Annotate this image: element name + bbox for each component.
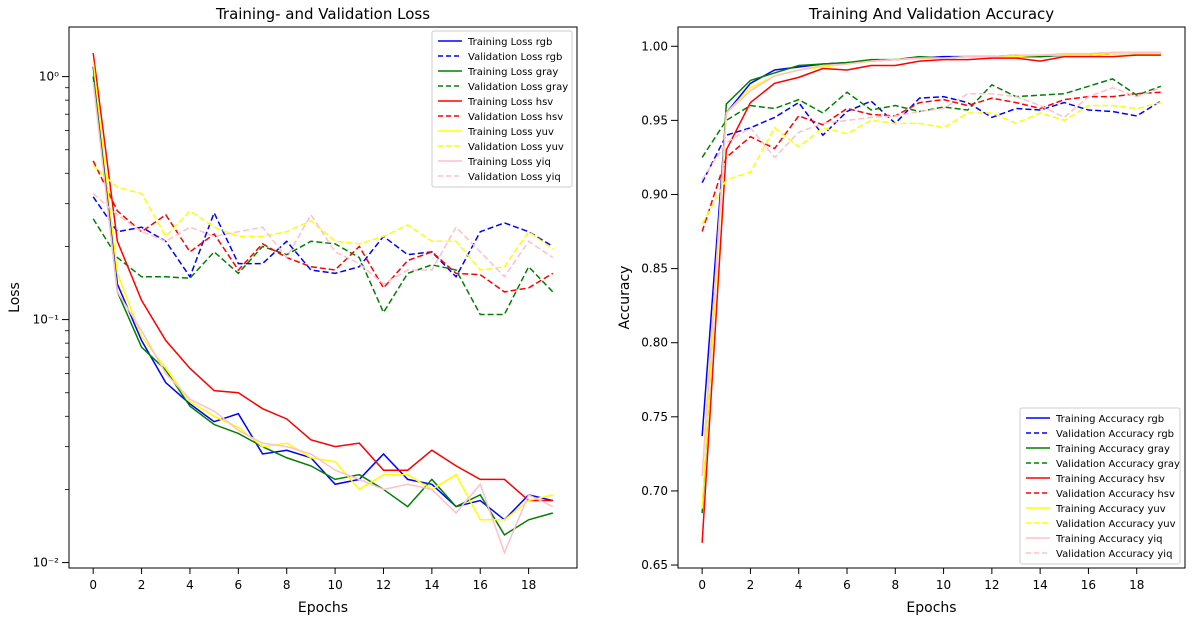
x-tick-label: 0 [698, 578, 706, 592]
series-line-training-accuracy-rgb [701, 52, 1161, 437]
chart-panel-2: Training And Validation Accuracy 0 2 4 6 8 10 1… [617, 5, 1186, 616]
legend-entry: Training Accuracy hsv [1055, 474, 1165, 485]
series-line-validation-accuracy-yiq [701, 86, 1162, 181]
legend: Training Accuracy rgb Validation Accuracy… [1019, 407, 1181, 565]
x-tick-label: 12 [376, 578, 391, 592]
x-tick-label: 2 [138, 578, 146, 592]
series-line-validation-accuracy-yuv [701, 101, 1162, 225]
y-axis-label: Loss [7, 282, 23, 313]
x-tick-label: 8 [283, 578, 291, 592]
x-tick-label: 8 [891, 578, 899, 592]
series-line-validation-accuracy-rgb [701, 95, 1162, 183]
legend-entry: Validation Accuracy yiq [1056, 549, 1172, 560]
series-line-training-loss-hsv [92, 52, 553, 502]
legend-entry: Training Loss yuv [467, 127, 554, 138]
x-tick-label: 6 [235, 578, 243, 592]
x-tick-label: 18 [521, 578, 536, 592]
chart-panel-1: Training- and Validation Loss 0 2 4 6 8 10 12 14… [7, 5, 578, 616]
legend-entry: Training Accuracy gray [1055, 444, 1170, 455]
x-tick-label: 16 [1081, 578, 1096, 592]
y-tick-label: 10⁻² [33, 556, 60, 570]
x-tick-label: 18 [1129, 578, 1144, 592]
series-line-training-loss-yiq [92, 81, 554, 555]
series-line-validation-accuracy-hsv [701, 91, 1161, 232]
legend-entry: Validation Accuracy hsv [1056, 489, 1175, 500]
legend-entry: Training Loss hsv [467, 97, 553, 108]
legend-entry: Training Loss yiq [467, 157, 551, 168]
y-tick-label: 0.85 [641, 262, 668, 276]
legend-entry: Training Accuracy yuv [1055, 504, 1166, 515]
legend-entry: Validation Accuracy yuv [1056, 519, 1176, 530]
x-tick-label: 4 [795, 578, 803, 592]
legend-entry: Validation Loss gray [468, 82, 568, 93]
x-tick-label: 10 [936, 578, 951, 592]
chart-title: Training- and Validation Loss [215, 5, 430, 23]
series-line-validation-loss-hsv [92, 160, 554, 293]
y-tick-label: 0.90 [641, 187, 668, 201]
legend-entry: Validation Loss hsv [468, 112, 563, 123]
legend-box [431, 30, 573, 188]
series-line-training-loss-gray [92, 76, 554, 536]
series-line-training-loss-yuv [92, 61, 553, 521]
series-line-training-accuracy-yiq [701, 51, 1161, 477]
series-line-validation-loss-gray [92, 218, 554, 316]
x-axis-label: Epochs [298, 600, 348, 616]
legend: Training Loss rgb Validation Loss rgb Trai… [431, 30, 573, 188]
series-line-training-loss-rgb [92, 66, 553, 521]
legend-entry: Training Accuracy rgb [1055, 414, 1164, 425]
x-tick-label: 6 [843, 578, 851, 592]
y-tick-label: 0.80 [641, 336, 668, 350]
series-line-training-accuracy-hsv [701, 54, 1161, 543]
x-tick-label: 2 [747, 578, 755, 592]
x-tick-label: 16 [473, 578, 488, 592]
plot-frame [68, 26, 578, 569]
chart-title: Training And Validation Accuracy [808, 5, 1054, 23]
y-tick-label: 10⁰ [39, 70, 59, 84]
x-tick-label: 14 [1033, 578, 1048, 592]
x-tick-label: 0 [89, 578, 97, 592]
legend-entry: Validation Loss rgb [468, 52, 562, 63]
y-tick-label: 0.65 [641, 558, 668, 572]
x-tick-label: 10 [327, 578, 342, 592]
legend-entry: Validation Loss yuv [468, 142, 564, 153]
legend-entry: Validation Loss yiq [468, 172, 561, 183]
legend-box [1019, 407, 1181, 565]
series-line-validation-loss-rgb [92, 196, 554, 279]
y-axis-label: Accuracy [617, 266, 633, 330]
y-tick-label: 10⁻¹ [33, 313, 60, 327]
y-tick-label: 1.00 [641, 39, 668, 53]
x-tick-label: 4 [186, 578, 194, 592]
y-tick-label: 0.75 [641, 410, 668, 424]
legend-entry: Training Accuracy yiq [1055, 534, 1163, 545]
legend-entry: Validation Accuracy gray [1056, 459, 1180, 470]
series-line-validation-loss-yiq [92, 193, 554, 286]
legend-entry: Training Loss rgb [467, 37, 552, 48]
y-tick-label: 0.95 [641, 113, 668, 127]
x-axis-label: Epochs [906, 600, 956, 616]
x-tick-label: 14 [424, 578, 439, 592]
series-line-validation-loss-yuv [92, 165, 554, 271]
y-tick-label: 0.70 [641, 484, 668, 498]
legend-entry: Validation Accuracy rgb [1056, 429, 1174, 440]
plot-frame [677, 26, 1186, 569]
x-tick-label: 12 [984, 578, 999, 592]
legend-entry: Training Loss gray [467, 67, 558, 78]
